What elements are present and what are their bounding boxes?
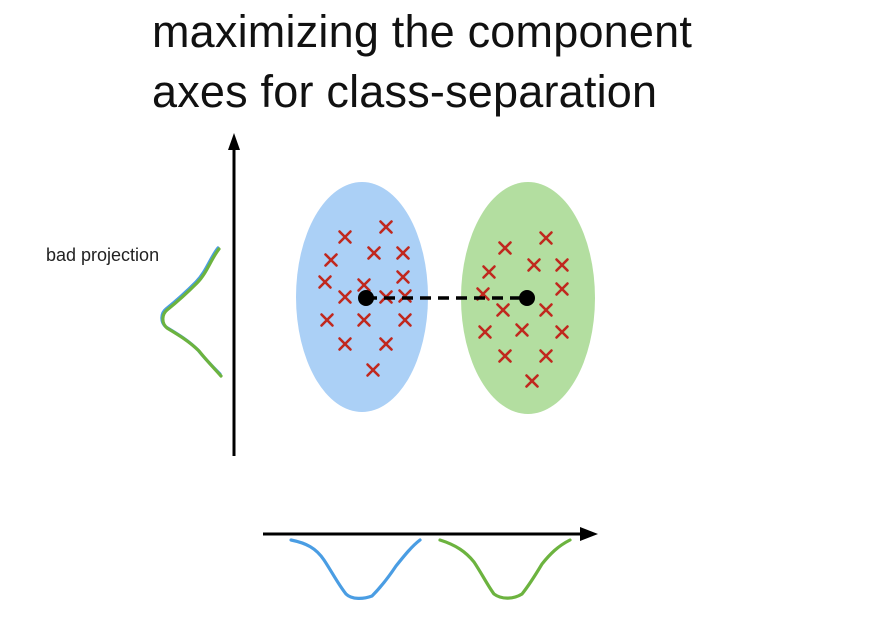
class-a-sample-x-mark-icon [398, 313, 412, 327]
class-a-sample-x-mark-icon [318, 275, 332, 289]
class-b-mean-point [519, 290, 535, 306]
class-b-sample-x-mark-icon [555, 258, 569, 272]
class-a-sample-x-mark-icon [366, 363, 380, 377]
class-b-markers [476, 231, 569, 388]
class-b-sample-x-mark-icon [482, 265, 496, 279]
class-b-sample-x-mark-icon [525, 374, 539, 388]
class-b-sample-x-mark-icon [515, 323, 529, 337]
class-a-markers [318, 220, 412, 377]
class-b-sample-x-mark-icon [496, 303, 510, 317]
slide-title: maximizing the component axes for class-… [152, 2, 852, 122]
title-line-2: axes for class-separation [152, 66, 658, 117]
class-b-sample-x-mark-icon [478, 325, 492, 339]
class-b-sample-x-mark-icon [555, 282, 569, 296]
class-a-sample-x-mark-icon [324, 253, 338, 267]
class-a-mean-point [358, 290, 374, 306]
class-b-sample-x-mark-icon [539, 231, 553, 245]
bad-projection-label: bad projection [46, 245, 159, 265]
class-b-sample-x-mark-icon [498, 349, 512, 363]
class-a-horizontal-projection-curve [289, 538, 422, 600]
class-a-sample-x-mark-icon [379, 220, 393, 234]
class-a-sample-x-mark-icon [367, 246, 381, 260]
class-b-vertical-projection-curve [161, 247, 223, 378]
class-a-sample-x-mark-icon [396, 270, 410, 284]
class-b-sample-x-mark-icon [498, 241, 512, 255]
class-a-sample-x-mark-icon [357, 313, 371, 327]
class-b-sample-x-mark-icon [527, 258, 541, 272]
class-b-sample-x-mark-icon [539, 303, 553, 317]
class-b-sample-x-mark-icon [555, 325, 569, 339]
class-a-sample-x-mark-icon [338, 230, 352, 244]
title-line-1: maximizing the component [152, 6, 693, 57]
class-a-sample-x-mark-icon [338, 337, 352, 351]
vertical-axis-arrowhead [228, 133, 240, 150]
class-b-horizontal-projection-curve [438, 538, 572, 600]
class-a-sample-x-mark-icon [357, 278, 371, 292]
class-a-sample-x-mark-icon [396, 246, 410, 260]
class-a-sample-x-mark-icon [320, 313, 334, 327]
class-a-vertical-projection-curve [160, 246, 222, 376]
horizontal-axis-arrowhead [580, 527, 598, 541]
class-b-sample-x-mark-icon [539, 349, 553, 363]
class-a-sample-x-mark-icon [338, 290, 352, 304]
class-a-sample-x-mark-icon [379, 337, 393, 351]
